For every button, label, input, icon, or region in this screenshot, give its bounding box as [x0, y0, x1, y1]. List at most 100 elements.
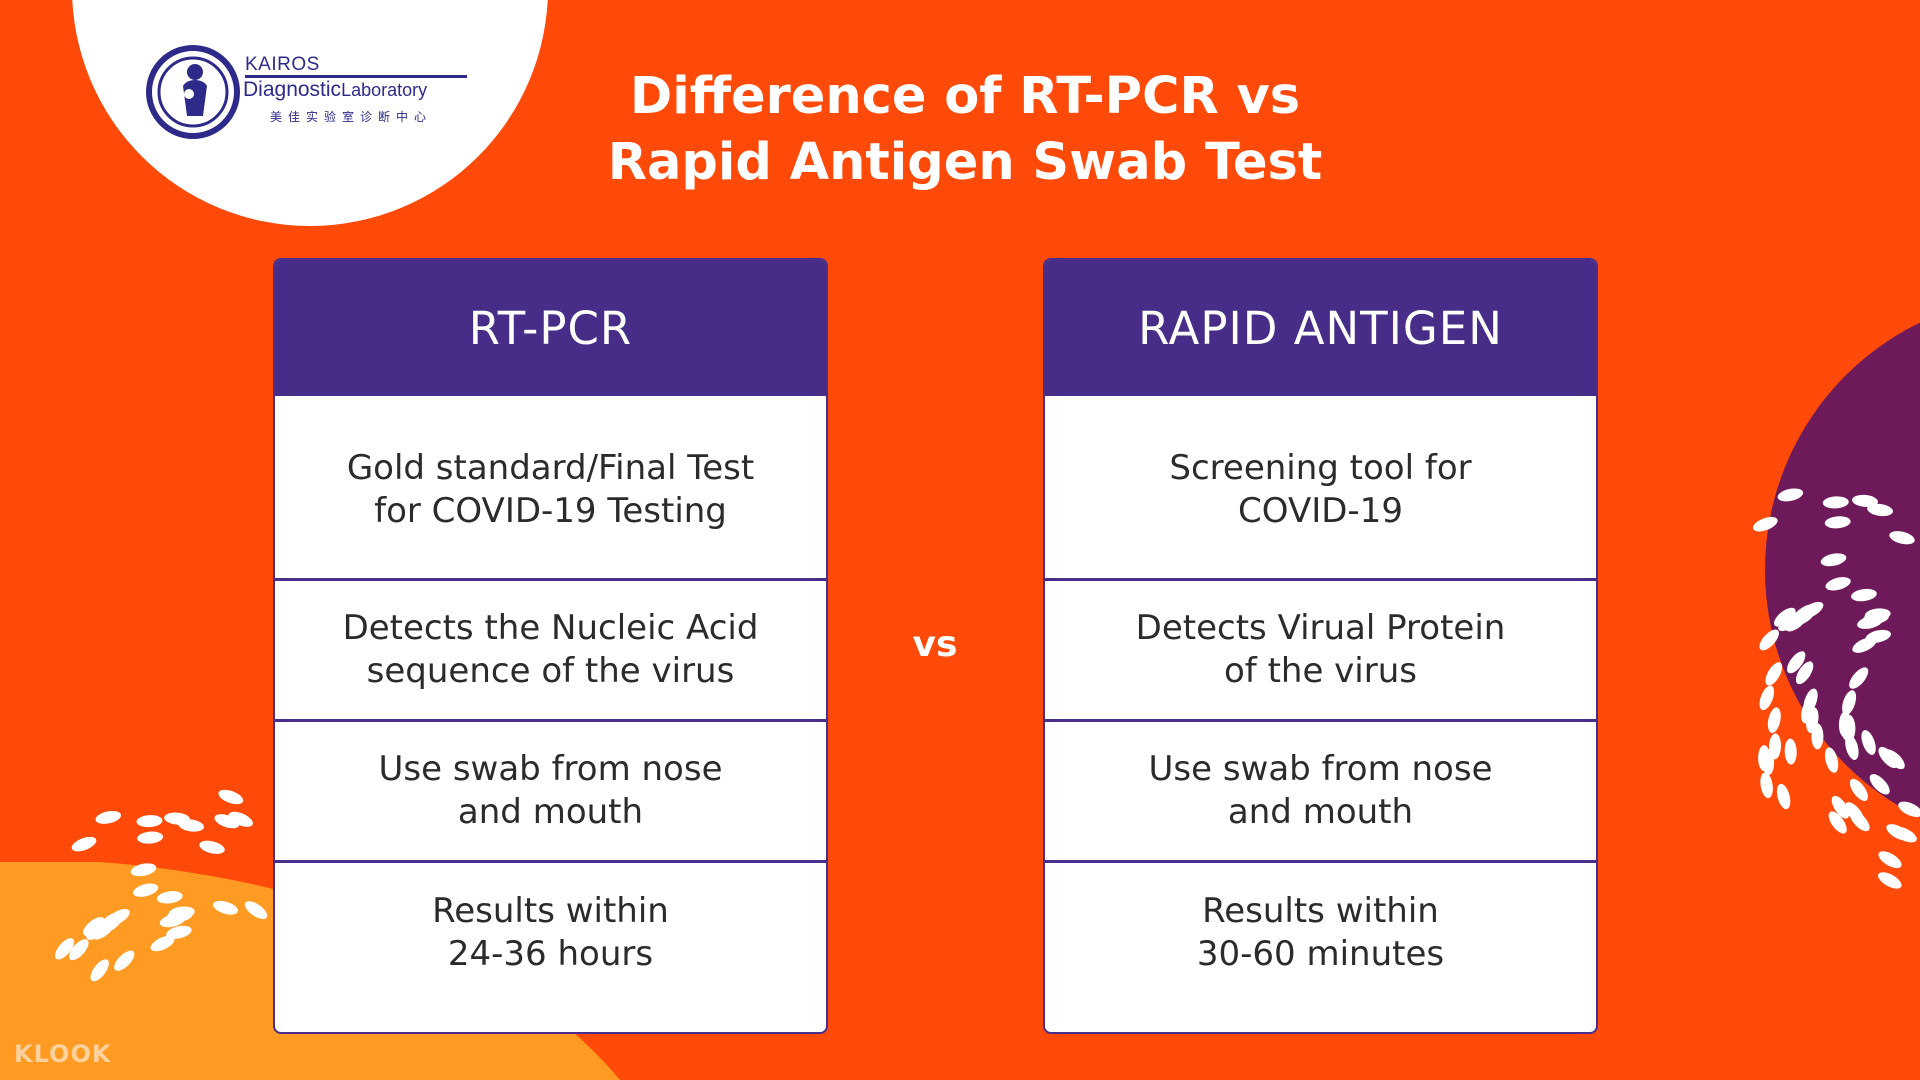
- decorative-dot: [178, 819, 205, 832]
- decorative-dot: [244, 901, 268, 920]
- decorative-dot: [1777, 488, 1804, 502]
- decorative-dot: [90, 959, 109, 982]
- dots-pattern-left: [55, 789, 268, 982]
- decorative-dot: [199, 840, 225, 854]
- decorative-dot: [156, 891, 183, 904]
- decorative-dot: [137, 831, 164, 844]
- decorative-dot: [1841, 715, 1854, 742]
- rt-pcr-header: RT-PCR: [275, 260, 826, 396]
- decorative-dot: [1752, 516, 1778, 532]
- decorative-dot: [1820, 553, 1847, 567]
- decorative-dot: [132, 883, 159, 897]
- decorative-dot: [1767, 707, 1781, 733]
- row-line-2: 30-60 minutes: [1196, 934, 1445, 974]
- rapid-antigen-row-sample: Use swab from nose and mouth: [1045, 722, 1596, 863]
- rapid-antigen-card: RAPID ANTIGEN Screening tool for COVID-19…: [1043, 258, 1598, 1034]
- decorative-dot: [1898, 801, 1920, 818]
- decorative-dot: [130, 863, 157, 877]
- decorative-dot: [1844, 802, 1865, 824]
- row-line-1: Use swab from nose: [378, 749, 723, 789]
- rapid-antigen-row-detection: Detects Virual Protein of the virus: [1045, 581, 1596, 722]
- row-line-1: Results within: [1202, 891, 1439, 931]
- decorative-dot: [1800, 601, 1824, 619]
- decorative-dot: [1787, 651, 1806, 674]
- decorative-dot: [95, 810, 122, 824]
- decorative-dot: [1828, 811, 1847, 834]
- decorative-dot: [1849, 667, 1869, 689]
- rapid-antigen-row-purpose: Screening tool for COVID-19: [1045, 396, 1596, 581]
- row-line-2: sequence of the virus: [366, 651, 735, 691]
- rt-pcr-row-sample: Use swab from nose and mouth: [275, 722, 826, 863]
- decorative-dot: [228, 811, 253, 827]
- logo-name: DiagnosticLaboratory: [243, 78, 427, 102]
- decorative-dot: [1759, 629, 1779, 651]
- logo-name-sub: Laboratory: [341, 80, 428, 100]
- decorative-dot: [1778, 612, 1800, 632]
- row-line-1: Detects Virual Protein: [1135, 608, 1506, 648]
- decorative-dot: [1878, 872, 1902, 889]
- decorative-dot: [1824, 747, 1839, 773]
- decorative-dot: [1850, 588, 1877, 602]
- decorative-dot: [106, 908, 130, 926]
- decorative-dot: [166, 925, 192, 939]
- logo-divider: [245, 75, 467, 78]
- row-line-1: Results within: [432, 891, 669, 931]
- decorative-dot: [1845, 734, 1859, 760]
- decorative-dot: [1878, 851, 1902, 869]
- decorative-dot: [1765, 662, 1783, 686]
- decorative-dot: [1831, 795, 1850, 819]
- decorative-dot: [212, 900, 239, 915]
- rapid-antigen-header: RAPID ANTIGEN: [1045, 260, 1596, 396]
- logo-chinese-name: 美佳实验室诊断中心: [270, 110, 433, 124]
- decorative-dot: [168, 906, 195, 919]
- decorative-dot: [1760, 772, 1773, 799]
- decorative-dot: [1774, 607, 1796, 627]
- decorative-dot: [71, 836, 97, 852]
- row-line-1: Gold standard/Final Test: [346, 448, 755, 488]
- row-line-2: 24-36 hours: [447, 934, 654, 974]
- decorative-dot: [1759, 685, 1775, 711]
- decorative-dot: [1878, 746, 1898, 769]
- decorative-dot: [69, 939, 89, 961]
- decorative-dot: [55, 938, 75, 960]
- decorative-dot: [1822, 496, 1849, 509]
- rt-pcr-card: RT-PCR Gold standard/Final Test for COVID…: [273, 258, 828, 1034]
- decorative-dot: [1889, 531, 1915, 545]
- rt-pcr-row-detection: Detects the Nucleic Acid sequence of the …: [275, 581, 826, 722]
- decorative-dot: [83, 917, 105, 936]
- rapid-antigen-row-results: Results within 30-60 minutes: [1045, 863, 1596, 1032]
- page-title: Difference of RT-PCR vs Rapid Antigen Sw…: [560, 64, 1370, 196]
- decorative-dot: [1842, 690, 1857, 716]
- dots-pattern-right: [1752, 488, 1920, 889]
- decorative-dot: [1869, 774, 1890, 795]
- decorative-dot: [1824, 516, 1851, 529]
- row-line-1: Screening tool for: [1169, 448, 1472, 488]
- decorative-dot: [1849, 778, 1868, 801]
- decorative-dot: [214, 814, 240, 829]
- decorative-dot: [1864, 608, 1891, 621]
- vs-label: vs: [912, 624, 958, 665]
- decorative-dot: [1801, 698, 1815, 724]
- decorative-dot: [150, 935, 175, 952]
- decorative-dot: [1867, 503, 1893, 517]
- purple-circle-shape: [1765, 322, 1920, 818]
- decorative-dot: [136, 815, 163, 828]
- decorative-dot: [1825, 577, 1851, 591]
- rt-pcr-row-results: Results within 24-36 hours: [275, 863, 826, 1032]
- title-line-2: Rapid Antigen Swab Test: [607, 133, 1323, 192]
- decorative-dot: [1852, 494, 1878, 507]
- decorative-dot: [114, 950, 135, 971]
- mother-child-emblem-icon: [146, 45, 240, 139]
- row-line-1: Detects the Nucleic Acid: [342, 608, 759, 648]
- row-line-2: and mouth: [457, 792, 644, 832]
- logo-brand: KAIROS: [245, 54, 320, 75]
- decorative-dot: [1852, 637, 1877, 653]
- decorative-dot: [218, 789, 244, 805]
- decorative-dot: [1784, 738, 1797, 765]
- decorative-dot: [1861, 730, 1876, 755]
- row-line-1: Use swab from nose: [1148, 749, 1493, 789]
- decorative-dot: [1795, 661, 1814, 685]
- row-line-2: for COVID-19 Testing: [374, 491, 727, 531]
- decorative-dot: [1886, 824, 1910, 841]
- row-line-2: and mouth: [1227, 792, 1414, 832]
